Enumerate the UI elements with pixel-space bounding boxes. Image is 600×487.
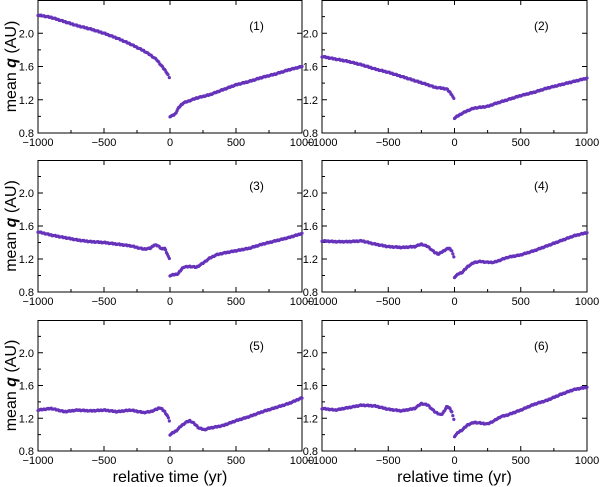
x-tick-label: 500 bbox=[512, 455, 530, 467]
y-tick-label: 1.2 bbox=[19, 95, 34, 107]
data-point bbox=[300, 396, 304, 400]
data-point bbox=[452, 96, 456, 101]
data-point bbox=[167, 76, 171, 80]
panel-label: (2) bbox=[534, 19, 549, 33]
data-point bbox=[450, 410, 454, 414]
y-tick-label: 1.2 bbox=[303, 254, 318, 266]
x-tick-label: 1000 bbox=[575, 137, 599, 149]
y-tick-label: 1.6 bbox=[303, 62, 318, 74]
x-tick-label: 1000 bbox=[290, 455, 314, 467]
data-point bbox=[300, 64, 304, 69]
x-tick-label: −500 bbox=[376, 455, 401, 467]
panel-label: (6) bbox=[534, 339, 549, 353]
x-tick-label: 1000 bbox=[575, 296, 599, 308]
panel-label: (1) bbox=[249, 19, 264, 33]
y-tick-label: 2.0 bbox=[19, 188, 34, 200]
x-tick-label: 500 bbox=[512, 137, 530, 149]
x-tick-label: 500 bbox=[227, 296, 245, 308]
y-axis-label: mean q (AU) bbox=[3, 21, 20, 113]
y-tick-label: 1.2 bbox=[19, 254, 34, 266]
x-tick-label: 1000 bbox=[290, 137, 314, 149]
y-tick-label: 2.0 bbox=[303, 348, 318, 360]
y-tick-label: 1.6 bbox=[19, 381, 34, 393]
x-tick-label: −500 bbox=[92, 137, 117, 149]
y-tick-label: 0.8 bbox=[19, 287, 34, 299]
x-tick-label: −1000 bbox=[307, 296, 338, 308]
y-tick-label: 1.6 bbox=[19, 62, 34, 74]
data-point bbox=[166, 73, 170, 77]
data-point bbox=[167, 256, 171, 261]
y-tick-label: 1.2 bbox=[303, 413, 318, 425]
y-tick-label: 0.8 bbox=[303, 446, 318, 458]
x-tick-label: 1000 bbox=[290, 296, 314, 308]
x-tick-label: −1000 bbox=[23, 137, 54, 149]
y-tick-label: 0.8 bbox=[19, 446, 34, 458]
data-point bbox=[167, 419, 171, 423]
x-tick-label: −1000 bbox=[23, 455, 54, 467]
x-tick-label: −1000 bbox=[23, 296, 54, 308]
y-tick-label: 0.8 bbox=[19, 128, 34, 140]
y-axis-label: mean q (AU) bbox=[3, 340, 20, 432]
y-tick-label: 1.6 bbox=[303, 221, 318, 233]
x-tick-label: 1000 bbox=[575, 455, 599, 467]
x-tick-label: −500 bbox=[92, 455, 117, 467]
y-tick-label: 2.0 bbox=[303, 188, 318, 200]
y-tick-label: 1.2 bbox=[19, 413, 34, 425]
y-tick-label: 2.0 bbox=[303, 28, 318, 40]
data-point bbox=[166, 416, 170, 420]
x-tick-label: 0 bbox=[451, 296, 457, 308]
y-tick-label: 1.6 bbox=[19, 221, 34, 233]
x-axis-label: relative time (yr) bbox=[397, 469, 512, 486]
y-tick-label: 0.8 bbox=[303, 287, 318, 299]
x-tick-label: 500 bbox=[512, 296, 530, 308]
panel-label: (3) bbox=[249, 179, 264, 193]
panel-label: (4) bbox=[534, 179, 549, 193]
data-point bbox=[585, 385, 589, 389]
x-tick-label: 500 bbox=[227, 455, 245, 467]
data-point bbox=[451, 414, 455, 418]
panel-label: (5) bbox=[249, 339, 264, 353]
x-tick-label: −500 bbox=[92, 296, 117, 308]
x-axis-label: relative time (yr) bbox=[113, 469, 228, 486]
x-tick-label: 0 bbox=[167, 137, 173, 149]
x-tick-label: 0 bbox=[451, 455, 457, 467]
x-tick-label: −1000 bbox=[307, 137, 338, 149]
data-point bbox=[300, 231, 304, 235]
y-tick-label: 1.2 bbox=[303, 95, 318, 107]
data-point bbox=[585, 231, 589, 235]
y-axis-label: mean q (AU) bbox=[3, 180, 20, 272]
x-tick-label: −500 bbox=[376, 296, 401, 308]
y-tick-label: 2.0 bbox=[19, 28, 34, 40]
x-tick-label: 0 bbox=[451, 137, 457, 149]
x-tick-label: 0 bbox=[167, 296, 173, 308]
x-tick-label: −500 bbox=[376, 137, 401, 149]
y-tick-label: 0.8 bbox=[303, 128, 318, 140]
data-point bbox=[452, 255, 456, 259]
data-point bbox=[164, 248, 168, 252]
y-tick-label: 1.6 bbox=[303, 381, 318, 393]
y-tick-label: 2.0 bbox=[19, 348, 34, 360]
x-tick-label: 500 bbox=[227, 137, 245, 149]
data-point bbox=[452, 417, 456, 421]
data-point bbox=[450, 249, 454, 253]
x-tick-label: −1000 bbox=[307, 455, 338, 467]
x-tick-label: 0 bbox=[167, 455, 173, 467]
data-point bbox=[451, 252, 455, 256]
data-point bbox=[585, 76, 589, 80]
